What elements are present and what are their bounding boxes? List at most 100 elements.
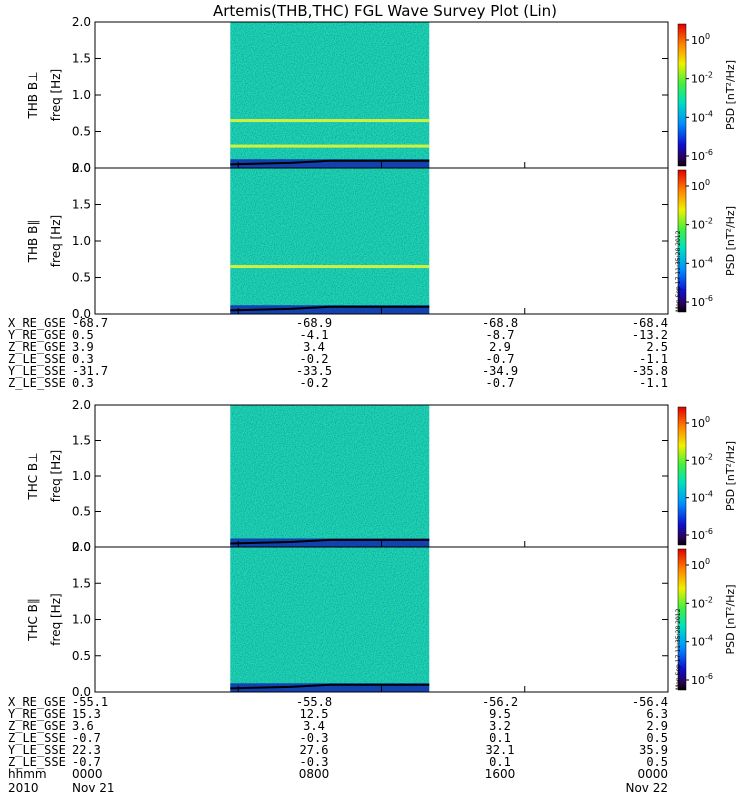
spectrogram-panel: 0.0 0.5 1.0 1.5 2.0 THC B∥ freq [Hz] 100 10-2 10-… [26, 540, 737, 699]
ephem-label: Y_RE_GSE [8, 328, 66, 342]
y-tick-label: 1.0 [72, 469, 91, 483]
panel-label: THC B∥ [26, 598, 40, 642]
ephem-value: 3.4 [303, 340, 325, 354]
low-freq-band [230, 683, 430, 692]
colorbar [677, 406, 687, 546]
spectrogram-panel: 0.0 0.5 1.0 1.5 2.0 THC B⊥ freq [Hz] 100 10-2 10-… [26, 398, 737, 554]
run-stamp-2: Mon Sep 17 11:35:28 2012 [675, 608, 682, 690]
ephem-value: -0.3 [300, 731, 329, 745]
ephem-value: 32.1 [486, 743, 515, 757]
colorbar-tick-label: 10-6 [691, 148, 713, 163]
ephem-value: -8.7 [486, 328, 515, 342]
hhmm-value: 0000 [72, 767, 103, 781]
y-tick-label: 1.5 [72, 434, 91, 448]
low-freq-band [230, 159, 430, 168]
y-tick-label: 1.5 [72, 198, 91, 212]
y-tick-label: 0.5 [72, 505, 91, 519]
ephem-value: -0.7 [72, 755, 101, 769]
ephem-value: 0.5 [646, 755, 668, 769]
ephem-value: -68.7 [72, 316, 108, 330]
ephem-value: -0.7 [486, 376, 515, 390]
date-left: Nov 21 [72, 781, 115, 795]
colorbar-tick-label: 100 [691, 32, 710, 47]
y-tick-label: 0.0 [72, 307, 91, 321]
ephem-value: 2.9 [646, 719, 668, 733]
date-year: 2010 [8, 781, 39, 795]
ephem-value: -56.4 [632, 695, 668, 709]
y-tick-label: 2.0 [72, 398, 91, 412]
colorbar-tick-label: 100 [691, 178, 710, 193]
spectrogram-panel: 0.0 0.5 1.0 1.5 2.0 THB B⊥ freq [Hz] 100 10-2 10-… [26, 15, 737, 175]
bright-line [230, 119, 430, 123]
trace-line [230, 159, 430, 166]
ephem-label: Z_LE_SSE [8, 731, 66, 745]
y-tick-label: 1.5 [72, 52, 91, 66]
ephem-value: 35.9 [639, 743, 668, 757]
hhmm-value: 0000 [637, 767, 668, 781]
hhmm-value: 1600 [485, 767, 516, 781]
colorbar [677, 548, 687, 691]
colorbar-tick-label: 100 [691, 415, 710, 430]
spectrogram-noise [230, 405, 430, 547]
spectrogram-noise [230, 547, 430, 692]
colorbar-tick-label: 10-6 [691, 527, 713, 542]
low-freq-band [230, 538, 430, 547]
ephem-value: 2.9 [489, 340, 511, 354]
ephem-value: -68.9 [296, 316, 332, 330]
colorbar-tick-label: 10-4 [691, 255, 713, 270]
y-tick-label: 1.0 [72, 234, 91, 248]
colorbar [677, 169, 687, 313]
ephem-value: -35.8 [632, 364, 668, 378]
low-freq-band [230, 305, 430, 314]
y-tick-label: 0.5 [72, 125, 91, 139]
y-tick-label: 1.5 [72, 576, 91, 590]
ephem-value: 3.6 [72, 719, 94, 733]
date-right: Nov 22 [625, 781, 668, 795]
ephem-value: 12.5 [300, 707, 329, 721]
ephem-label: X_RE_GSE [8, 316, 66, 330]
y-tick-label: 0.0 [72, 161, 91, 175]
ephem-label: Y_LE_SSE [8, 364, 66, 378]
ephem-label: Y_RE_GSE [8, 707, 66, 721]
ephem-value: -0.7 [486, 352, 515, 366]
colorbar-label: PSD [nT²/Hz] [724, 206, 737, 276]
ephem-value: 0.1 [489, 755, 511, 769]
ephem-value: 2.5 [646, 340, 668, 354]
ephem-value: -33.5 [296, 364, 332, 378]
ephem-value: -68.4 [632, 316, 668, 330]
ephem-value: -4.1 [300, 328, 329, 342]
bright-line [230, 265, 430, 269]
ephem-label: Z_LE_SSE [8, 755, 66, 769]
axis-label: freq [Hz] [49, 593, 63, 645]
ephem-value: -31.7 [72, 364, 108, 378]
ephem-label: Z_LE_SSE [8, 352, 66, 366]
ephem-value: 0.5 [72, 328, 94, 342]
panel-label: THB B⊥ [26, 71, 40, 119]
y-tick-label: 2.0 [72, 161, 91, 175]
ephem-label: X_RE_GSE [8, 695, 66, 709]
y-tick-label: 0.0 [72, 540, 91, 554]
colorbar-tick-label: 10-4 [691, 490, 713, 505]
ephem-value: 0.3 [72, 352, 94, 366]
ephem-value: 0.3 [72, 376, 94, 390]
ephem-value: 15.3 [72, 707, 101, 721]
bright-line [230, 144, 430, 148]
ephem-value: -1.1 [639, 352, 668, 366]
y-tick-label: 1.0 [72, 88, 91, 102]
ephem-value: -0.3 [300, 755, 329, 769]
y-tick-label: 2.0 [72, 540, 91, 554]
ephem-value: 3.2 [489, 719, 511, 733]
ephem-value: 9.5 [489, 707, 511, 721]
ephem-value: 0.1 [489, 731, 511, 745]
y-tick-label: 2.0 [72, 15, 91, 29]
ephem-value: -0.2 [300, 352, 329, 366]
trace-line [230, 538, 430, 545]
ephem-value: -68.8 [482, 316, 518, 330]
axis-label: freq [Hz] [49, 215, 63, 267]
ephem-value: 27.6 [300, 743, 329, 757]
ephem-value: 3.9 [72, 340, 94, 354]
colorbar-tick-label: 10-4 [691, 109, 713, 124]
colorbar-tick-label: 10-2 [691, 595, 713, 610]
ephem-value: 6.3 [646, 707, 668, 721]
